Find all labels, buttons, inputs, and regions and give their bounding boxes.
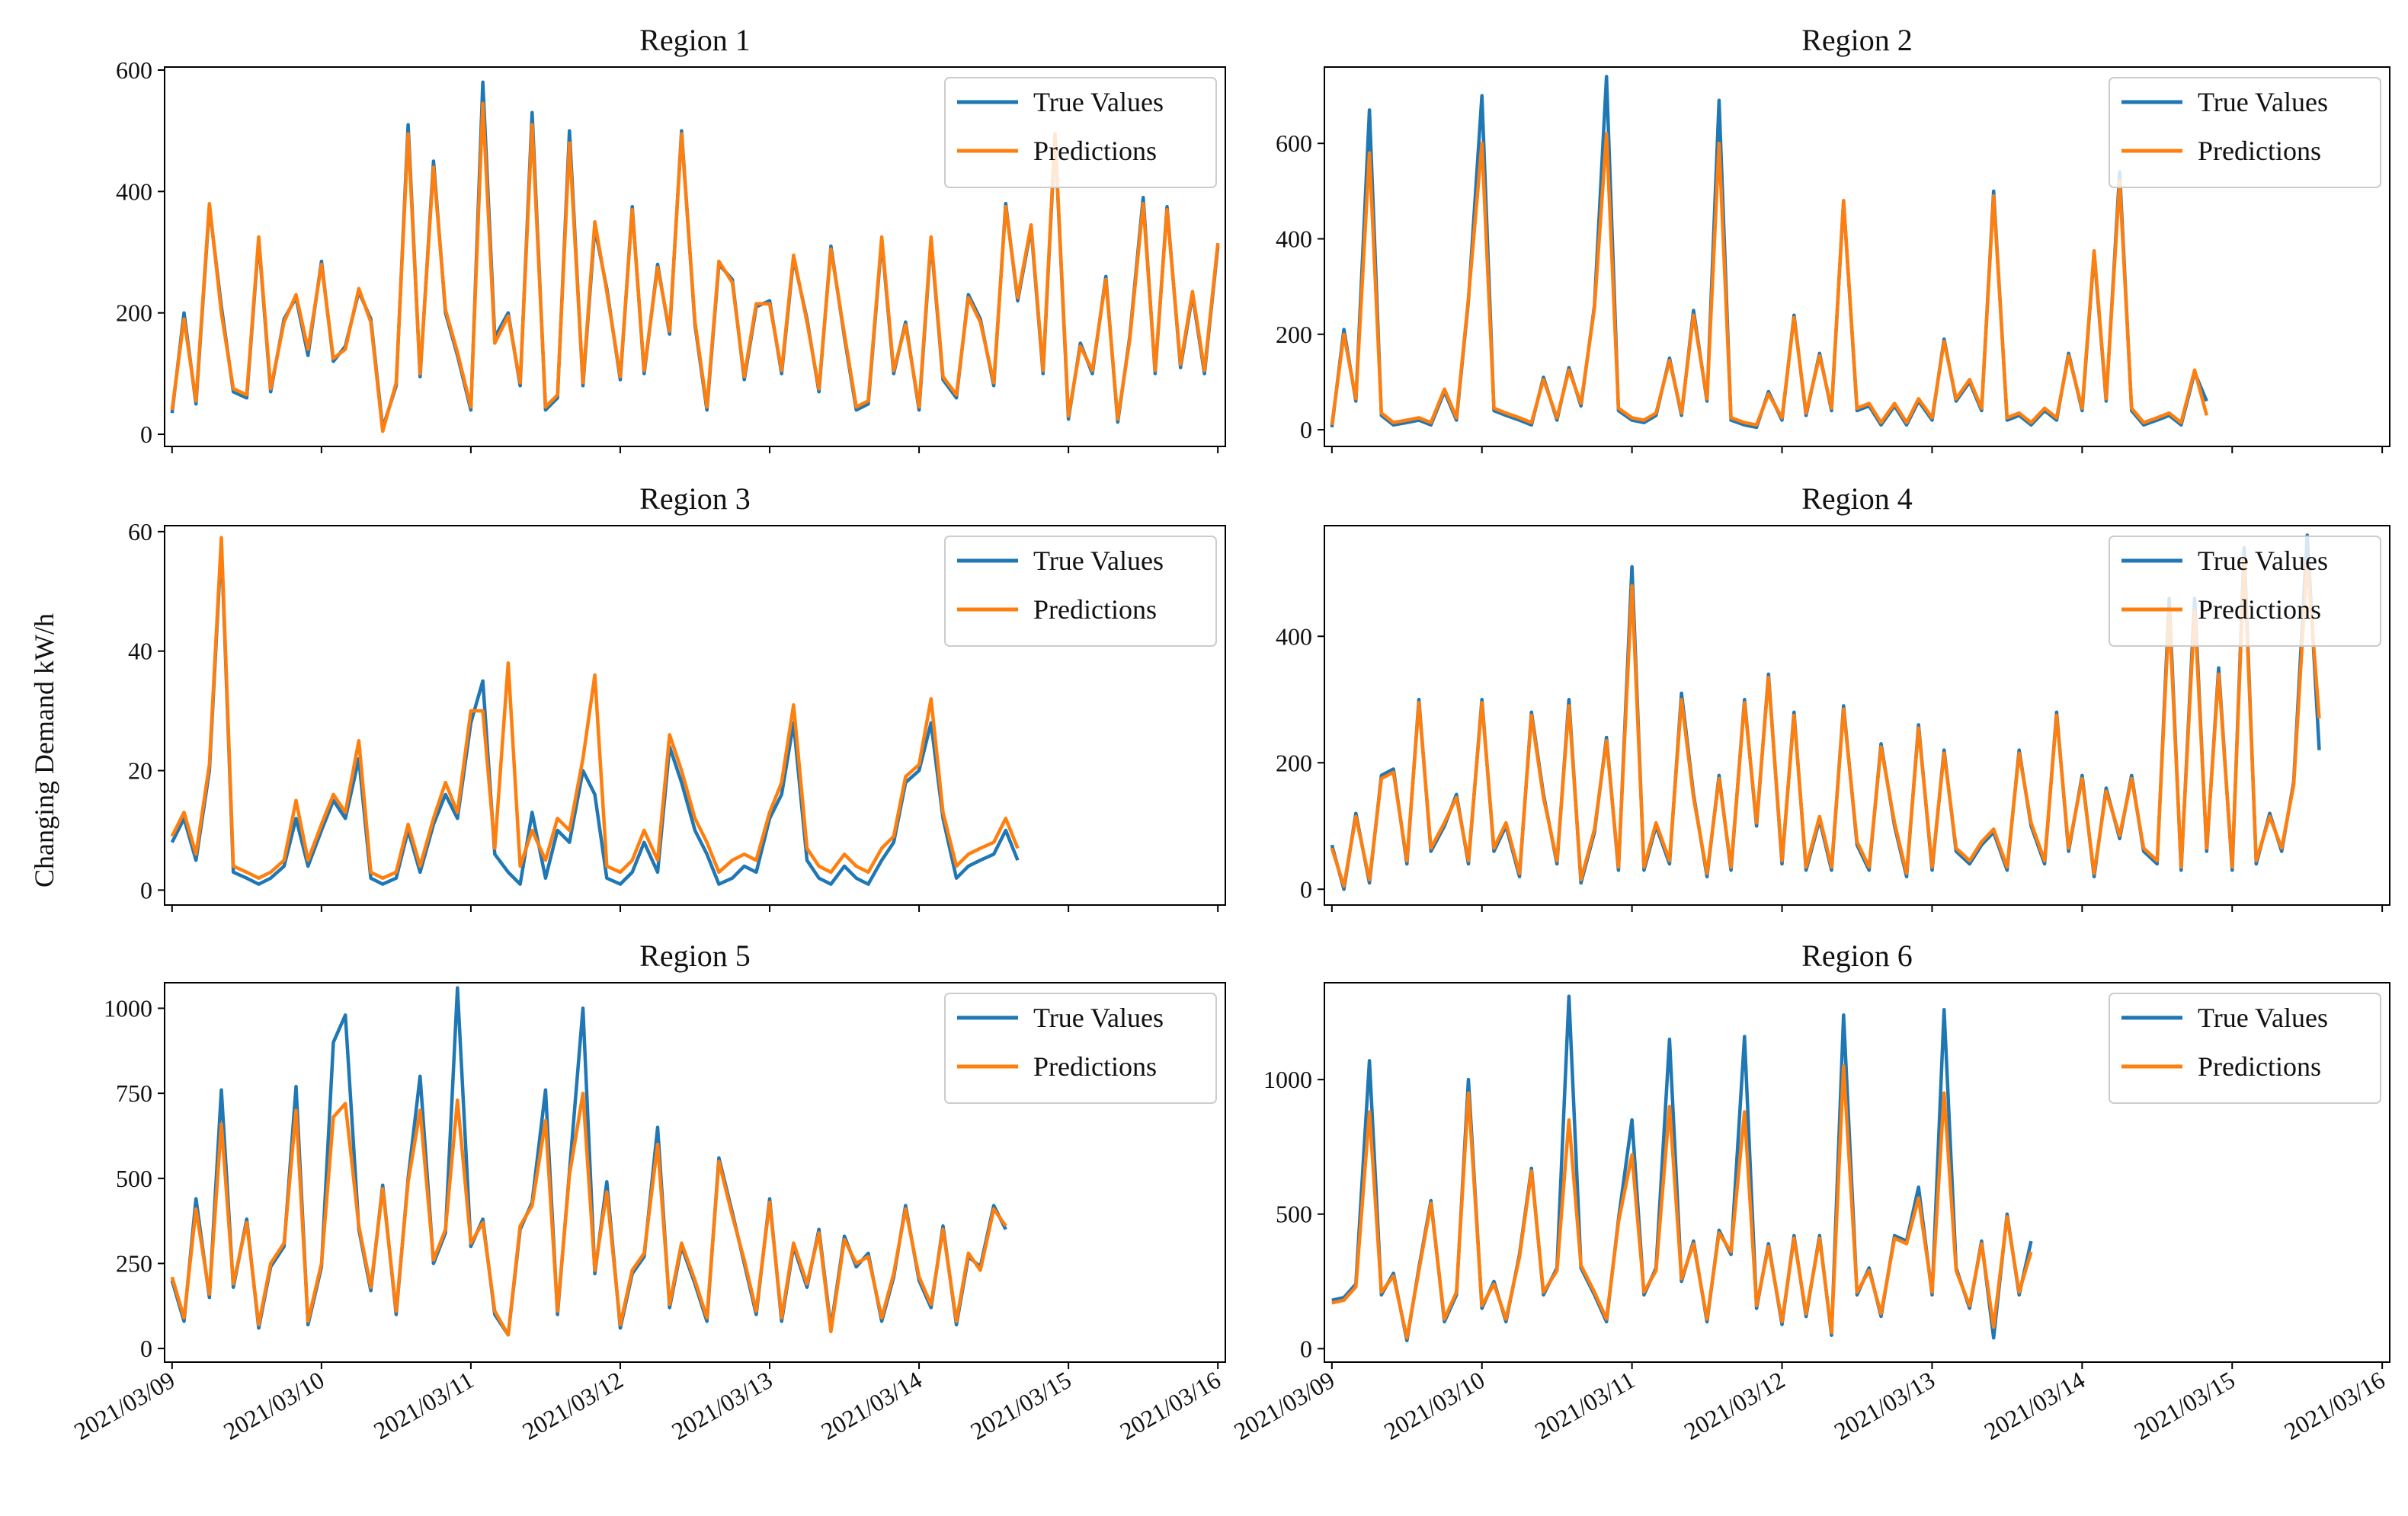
x-tick-label: 2021/03/13 bbox=[1830, 1366, 1939, 1445]
y-tick-label: 200 bbox=[116, 299, 152, 327]
x-tick-label: 2021/03/14 bbox=[1980, 1366, 2089, 1445]
legend-box bbox=[944, 993, 1217, 1104]
legend-label: True Values bbox=[2198, 1003, 2328, 1033]
y-tick-label: 600 bbox=[116, 56, 152, 84]
legend-box bbox=[2109, 536, 2381, 647]
legend: True Values Predictions bbox=[2109, 993, 2381, 1104]
legend: True Values Predictions bbox=[944, 77, 1217, 188]
panel-region-5: Region 5 0 250 500 750 1000 2021/03/09 2021/03/… bbox=[69, 939, 1226, 1445]
legend-box bbox=[2109, 77, 2381, 188]
y-tick-label: 600 bbox=[1276, 130, 1312, 157]
panel-region-2: Region 2 0 200 400 600 True Values Predictions bbox=[1276, 23, 2390, 453]
axes-frame bbox=[1324, 66, 2390, 447]
true-values-line bbox=[1331, 994, 2033, 1342]
panel-title: Region 3 bbox=[639, 481, 751, 516]
legend-label: True Values bbox=[2198, 87, 2328, 117]
y-tick-label: 1000 bbox=[104, 994, 152, 1022]
legend-label: Predictions bbox=[1033, 136, 1157, 166]
legend-label: True Values bbox=[1033, 545, 1164, 576]
x-tick-label: 2021/03/12 bbox=[1680, 1366, 1789, 1445]
legend-label: True Values bbox=[1033, 87, 1164, 117]
axes-frame bbox=[1324, 982, 2390, 1363]
legend-label: True Values bbox=[2198, 545, 2328, 576]
panel-title: Region 4 bbox=[1801, 481, 1913, 516]
legend-label: Predictions bbox=[1033, 594, 1157, 625]
predictions-line bbox=[170, 536, 1020, 880]
true-values-line bbox=[1330, 75, 2208, 430]
y-tick-label: 250 bbox=[116, 1249, 152, 1277]
panel-title: Region 1 bbox=[639, 23, 751, 57]
legend-box bbox=[944, 536, 1217, 647]
y-axis-label: Changing Demand kW/h bbox=[29, 613, 59, 888]
legend-label: Predictions bbox=[1033, 1051, 1157, 1082]
legend: True Values Predictions bbox=[944, 536, 1217, 647]
x-tick-label: 2021/03/11 bbox=[1530, 1366, 1639, 1444]
x-tick-label: 2021/03/16 bbox=[1115, 1366, 1225, 1445]
y-tick-label: 200 bbox=[1276, 321, 1312, 348]
panel-region-4: Region 4 0 200 400 True Values Predictions bbox=[1276, 481, 2390, 912]
legend-label: Predictions bbox=[2198, 136, 2321, 166]
axes-frame bbox=[164, 66, 1226, 447]
x-tick-label: 2021/03/15 bbox=[2130, 1366, 2240, 1445]
panel-title: Region 2 bbox=[1801, 23, 1913, 57]
true-values-line bbox=[170, 542, 1020, 886]
axes-frame bbox=[1324, 525, 2390, 906]
legend: True Values Predictions bbox=[2109, 77, 2381, 188]
y-tick-label: 500 bbox=[116, 1165, 152, 1192]
y-tick-label: 400 bbox=[1276, 225, 1312, 253]
legend-label: Predictions bbox=[2198, 594, 2321, 625]
legend: True Values Predictions bbox=[944, 993, 1217, 1104]
legend-label: Predictions bbox=[2198, 1051, 2321, 1082]
y-tick-label: 0 bbox=[140, 1335, 152, 1362]
x-tick-label: 2021/03/14 bbox=[816, 1366, 926, 1445]
predictions-line bbox=[170, 1091, 1007, 1337]
axes-frame bbox=[164, 525, 1226, 906]
x-tick-label: 2021/03/11 bbox=[369, 1366, 478, 1444]
x-tick-label: 2021/03/15 bbox=[965, 1366, 1075, 1445]
y-tick-label: 400 bbox=[1276, 622, 1312, 650]
x-tick-label: 2021/03/10 bbox=[219, 1366, 328, 1445]
y-tick-label: 750 bbox=[116, 1079, 152, 1107]
y-tick-label: 500 bbox=[1276, 1201, 1312, 1228]
x-tick-label: 2021/03/16 bbox=[2279, 1366, 2389, 1445]
panel-region-1: Region 1 0 200 400 600 True Values Predictions bbox=[116, 23, 1226, 453]
y-tick-label: 200 bbox=[1276, 749, 1312, 776]
x-tick-label: 2021/03/13 bbox=[667, 1366, 777, 1445]
legend-box bbox=[944, 77, 1217, 188]
x-tick-label: 2021/03/09 bbox=[1229, 1366, 1339, 1445]
predictions-line bbox=[1331, 1064, 2033, 1340]
y-tick-label: 0 bbox=[140, 876, 152, 904]
panel-title: Region 6 bbox=[1801, 939, 1913, 973]
y-tick-label: 0 bbox=[1300, 875, 1312, 903]
x-tick-label: 2021/03/09 bbox=[69, 1366, 179, 1445]
y-tick-label: 20 bbox=[128, 757, 152, 785]
x-tick-label: 2021/03/10 bbox=[1379, 1366, 1489, 1445]
legend-box bbox=[2109, 993, 2381, 1104]
legend-label: True Values bbox=[1033, 1003, 1164, 1033]
legend: True Values Predictions bbox=[2109, 536, 2381, 647]
y-tick-label: 0 bbox=[1300, 416, 1312, 443]
y-tick-label: 400 bbox=[116, 178, 152, 205]
x-tick-label: 2021/03/12 bbox=[517, 1366, 627, 1445]
predictions-line bbox=[1330, 558, 2321, 888]
predictions-line bbox=[1330, 132, 2208, 427]
y-tick-label: 60 bbox=[128, 518, 152, 545]
y-tick-label: 0 bbox=[1300, 1335, 1312, 1362]
predictions-line bbox=[170, 101, 1220, 433]
y-tick-label: 40 bbox=[128, 638, 152, 665]
y-tick-label: 1000 bbox=[1263, 1066, 1312, 1093]
panel-region-6: Region 6 0 500 1000 2021/03/09 2021/03/10 2021… bbox=[1229, 939, 2390, 1445]
axes-frame bbox=[164, 982, 1226, 1363]
y-tick-label: 0 bbox=[140, 421, 152, 448]
panel-region-3: Region 3 0 20 40 60 True Values Predictions bbox=[128, 481, 1226, 912]
panel-title: Region 5 bbox=[639, 939, 751, 973]
